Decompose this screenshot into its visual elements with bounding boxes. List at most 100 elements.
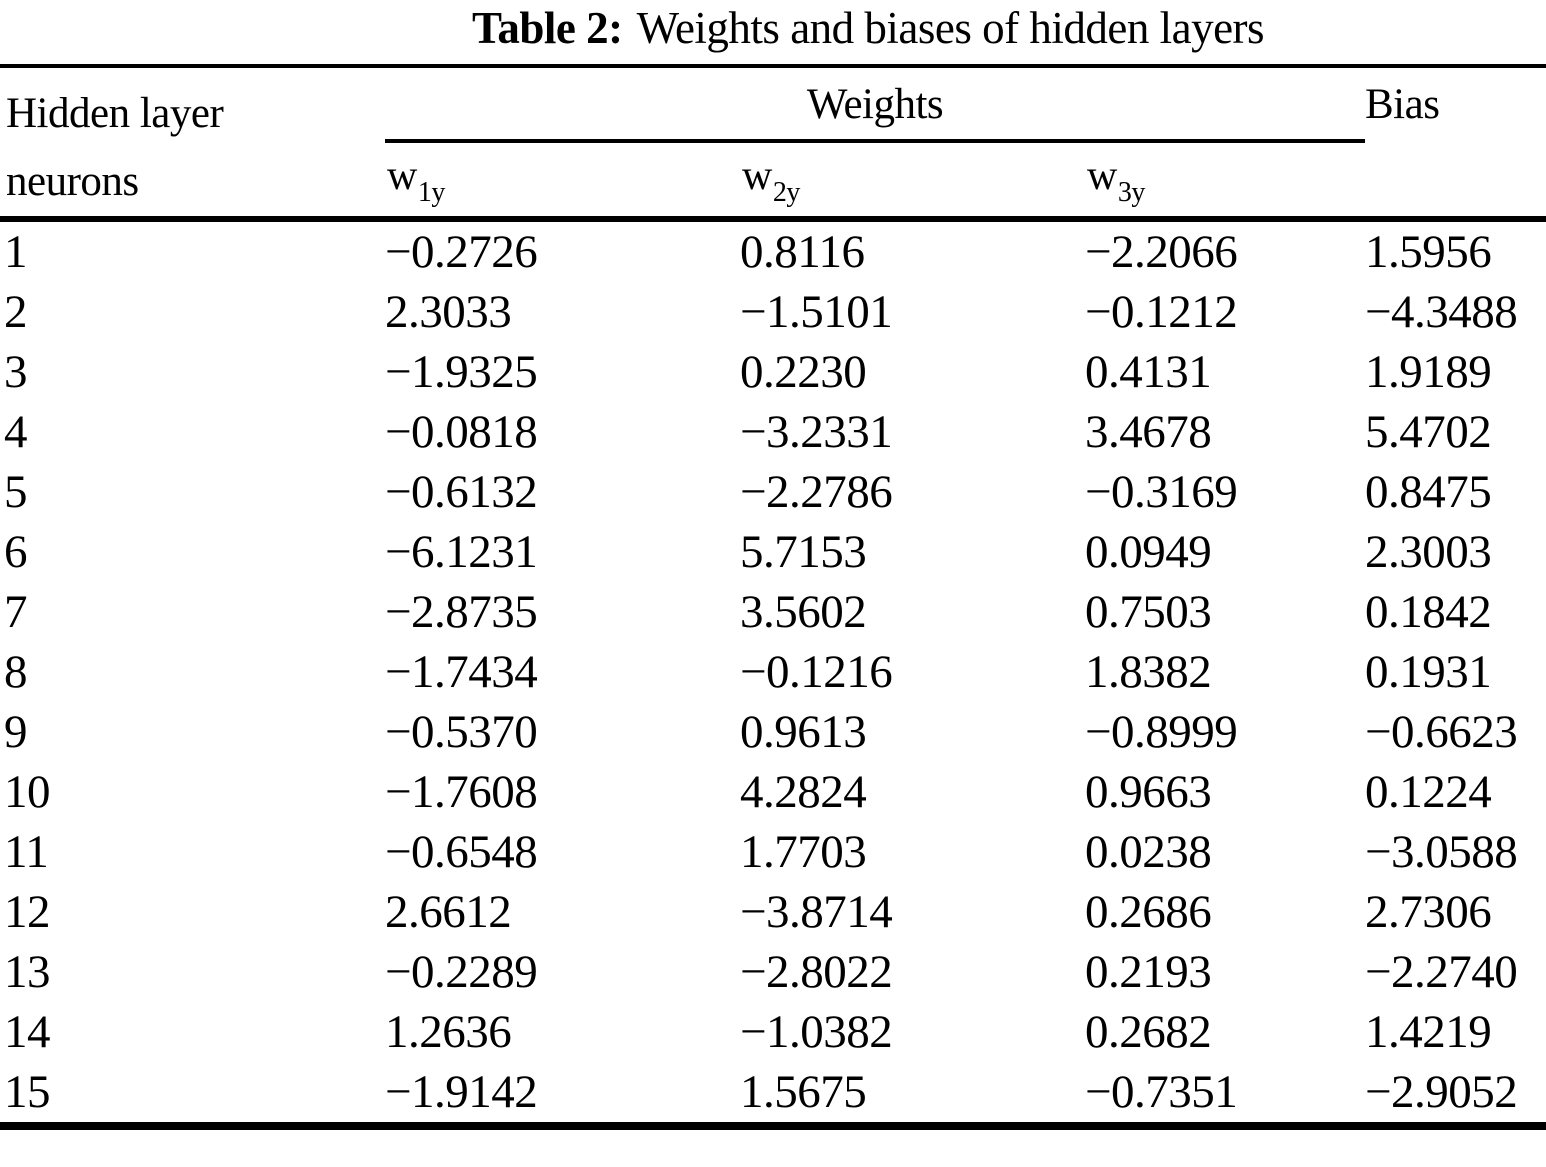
cell-w1y: −0.6548: [385, 826, 538, 878]
cell-neuron: 11: [4, 826, 49, 878]
cell-w3y: 0.2686: [1085, 886, 1212, 938]
cell-w2y: 0.2230: [740, 346, 867, 398]
header-weights-group: Weights: [385, 66, 1365, 144]
table-row: 9 −0.5370 0.9613 −0.8999 −0.6623: [0, 702, 1546, 762]
cell-w3y: −0.1212: [1085, 286, 1238, 338]
cell-bias: −4.3488: [1365, 286, 1518, 338]
cell-w1y: −1.9142: [385, 1066, 538, 1118]
table-row: 3 −1.9325 0.2230 0.4131 1.9189: [0, 342, 1546, 402]
cell-neuron: 7: [4, 586, 28, 638]
cell-bias: 0.8475: [1365, 466, 1492, 518]
cell-bias: 1.9189: [1365, 346, 1492, 398]
cell-bias: 0.1224: [1365, 766, 1492, 818]
cell-w2y: 1.7703: [740, 826, 867, 878]
cell-bias: 1.4219: [1365, 1006, 1492, 1058]
w2y-base: w: [742, 153, 772, 199]
w3y-base: w: [1087, 153, 1117, 199]
cell-w2y: −1.5101: [740, 286, 893, 338]
table-caption: Table 2: Weights and biases of hidden lay…: [0, 0, 1546, 64]
cell-neuron: 4: [4, 406, 28, 458]
cell-w1y: −0.6132: [385, 466, 538, 518]
cell-bias: −0.6623: [1365, 706, 1518, 758]
cell-w1y: 2.6612: [385, 886, 512, 938]
header-neurons-line1: Hidden layer: [6, 90, 224, 137]
cell-w2y: 1.5675: [740, 1066, 867, 1118]
cell-w2y: 3.5602: [740, 586, 867, 638]
table-body: 1 −0.2726 0.8116 −2.2066 1.5956 2 2.3033…: [0, 216, 1546, 1126]
cell-w1y: −0.2726: [385, 216, 740, 282]
cell-bias: 2.7306: [1365, 886, 1492, 938]
table-row: 12 2.6612 −3.8714 0.2686 2.7306: [0, 882, 1546, 942]
table-row: 7 −2.8735 3.5602 0.7503 0.1842: [0, 582, 1546, 642]
cell-w3y: −0.7351: [1085, 1066, 1238, 1118]
header-weights-label: Weights: [806, 81, 944, 128]
cell-bias: 2.3003: [1365, 526, 1492, 578]
table-row: 10 −1.7608 4.2824 0.9663 0.1224: [0, 762, 1546, 822]
cell-neuron: 1: [0, 216, 385, 282]
cell-w2y: −2.2786: [740, 466, 893, 518]
header-row-subcols: w1y w2y w3y: [0, 141, 1546, 219]
w3y-subscript: 3y: [1117, 177, 1146, 208]
cell-w1y: −2.8735: [385, 586, 538, 638]
cell-w3y: 0.2682: [1085, 1006, 1212, 1058]
cell-w2y: −3.2331: [740, 406, 893, 458]
cell-w1y: −6.1231: [385, 526, 538, 578]
cell-w3y: −2.2066: [1085, 216, 1365, 282]
cell-bias: −3.0588: [1365, 826, 1518, 878]
cell-w1y: 2.3033: [385, 286, 512, 338]
cell-w1y: −1.9325: [385, 346, 538, 398]
cell-w3y: 0.7503: [1085, 586, 1212, 638]
cell-w2y: 4.2824: [740, 766, 867, 818]
table-row: 4 −0.0818 −3.2331 3.4678 5.4702: [0, 402, 1546, 462]
cell-w2y: −3.8714: [740, 886, 893, 938]
cell-neuron: 3: [4, 346, 28, 398]
header-bias: Bias: [1365, 66, 1546, 219]
cell-bias: 5.4702: [1365, 406, 1492, 458]
cell-w1y: −1.7608: [385, 766, 538, 818]
cell-w3y: −0.8999: [1085, 706, 1238, 758]
cell-neuron: 8: [4, 646, 28, 698]
cell-neuron: 6: [4, 526, 28, 578]
cell-w1y: −1.7434: [385, 646, 538, 698]
cell-w1y: 1.2636: [385, 1006, 512, 1058]
cell-w3y: 0.9663: [1085, 766, 1212, 818]
header-bias-label: Bias: [1365, 81, 1440, 128]
cell-w3y: −0.3169: [1085, 466, 1238, 518]
cell-neuron: 9: [4, 706, 28, 758]
table-row: 5 −0.6132 −2.2786 −0.3169 0.8475: [0, 462, 1546, 522]
table-row: 15 −1.9142 1.5675 −0.7351 −2.9052: [0, 1062, 1546, 1126]
cell-w3y: 3.4678: [1085, 406, 1212, 458]
cell-neuron: 12: [4, 886, 51, 938]
cell-bias: 1.5956: [1365, 216, 1546, 282]
cell-w3y: 1.8382: [1085, 646, 1212, 698]
cell-bias: −2.2740: [1365, 946, 1518, 998]
cell-w2y: −2.8022: [740, 946, 893, 998]
cell-bias: −2.9052: [1365, 1066, 1518, 1118]
cell-neuron: 13: [4, 946, 51, 998]
cell-w1y: −0.2289: [385, 946, 538, 998]
cell-neuron: 10: [4, 766, 51, 818]
header-neurons-line2: neurons: [6, 158, 139, 205]
table-row: 11 −0.6548 1.7703 0.0238 −3.0588: [0, 822, 1546, 882]
w1y-subscript: 1y: [417, 177, 446, 208]
weights-biases-table: Hidden layer neurons Weights Bias w1y w2…: [0, 64, 1546, 1130]
cell-w3y: 0.0238: [1085, 826, 1212, 878]
table-row: 1 −0.2726 0.8116 −2.2066 1.5956: [0, 216, 1546, 282]
cell-w3y: 0.0949: [1085, 526, 1212, 578]
header-w1y: w1y: [385, 141, 740, 219]
header-row-groups: Hidden layer neurons Weights Bias: [0, 66, 1546, 205]
cell-w2y: 5.7153: [740, 526, 867, 578]
cell-bias: 0.1931: [1365, 646, 1492, 698]
cell-neuron: 14: [4, 1006, 51, 1058]
cell-neuron: 2: [4, 286, 28, 338]
cell-neuron: 15: [4, 1066, 51, 1118]
table-caption-text: Weights and biases of hidden layers: [636, 3, 1265, 53]
w2y-subscript: 2y: [772, 177, 801, 208]
table-header: Hidden layer neurons Weights Bias w1y w2…: [0, 66, 1546, 219]
table-row: 6 −6.1231 5.7153 0.0949 2.3003: [0, 522, 1546, 582]
table-row: 13 −0.2289 −2.8022 0.2193 −2.2740: [0, 942, 1546, 1002]
cell-bias: 0.1842: [1365, 586, 1492, 638]
cell-w1y: −0.5370: [385, 706, 538, 758]
w1y-base: w: [387, 153, 417, 199]
